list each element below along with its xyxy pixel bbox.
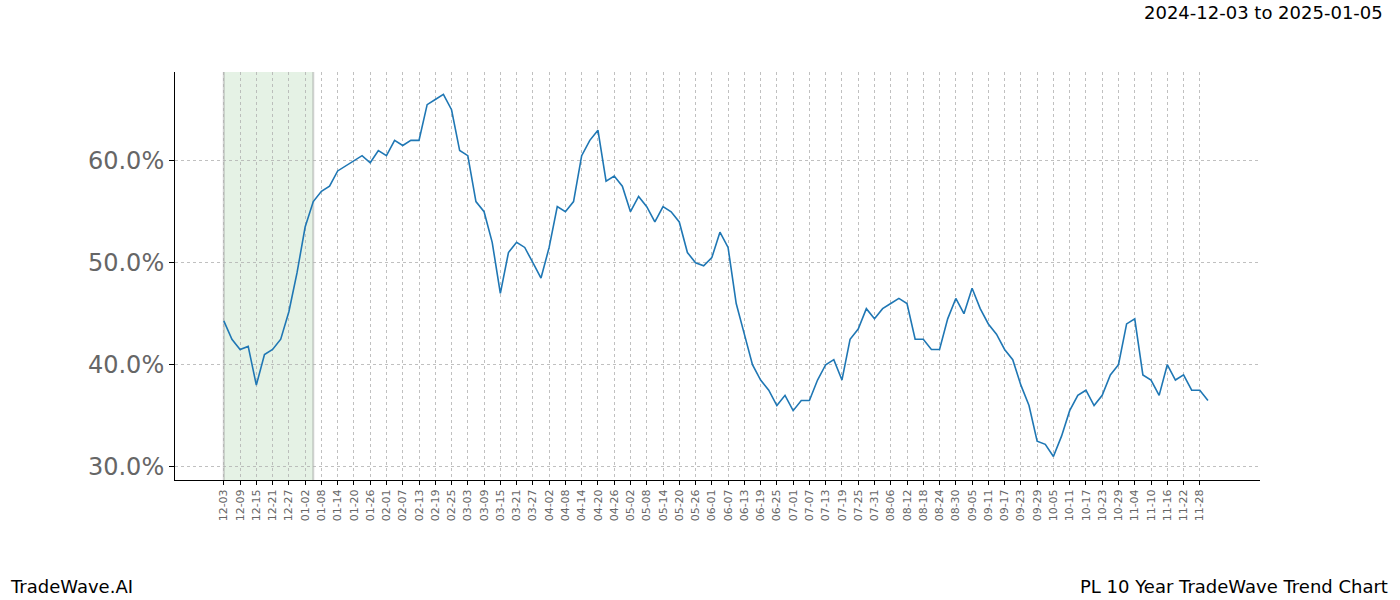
svg-text:02-25: 02-25	[445, 489, 458, 521]
svg-text:05-02: 05-02	[624, 489, 637, 521]
svg-text:10-29: 10-29	[1112, 489, 1125, 521]
svg-text:10-11: 10-11	[1063, 489, 1076, 521]
svg-text:04-08: 04-08	[559, 489, 572, 521]
svg-text:12-27: 12-27	[282, 489, 295, 521]
svg-text:11-10: 11-10	[1145, 489, 1158, 521]
svg-text:10-17: 10-17	[1080, 489, 1093, 521]
svg-text:03-21: 03-21	[510, 489, 523, 521]
svg-text:05-08: 05-08	[640, 489, 653, 521]
svg-text:08-30: 08-30	[949, 489, 962, 521]
svg-text:10-05: 10-05	[1047, 489, 1060, 521]
svg-text:04-26: 04-26	[608, 489, 621, 521]
svg-text:11-22: 11-22	[1177, 489, 1190, 521]
svg-text:04-20: 04-20	[592, 489, 605, 521]
svg-text:12-09: 12-09	[234, 489, 247, 521]
svg-text:12-03: 12-03	[217, 489, 230, 521]
svg-text:TradeWave.AI: TradeWave.AI	[10, 576, 133, 597]
svg-text:09-05: 09-05	[966, 489, 979, 521]
svg-text:40.0%: 40.0%	[88, 351, 164, 379]
svg-text:07-13: 07-13	[819, 489, 832, 521]
svg-text:09-29: 09-29	[1031, 489, 1044, 521]
svg-text:03-15: 03-15	[494, 489, 507, 521]
svg-text:09-17: 09-17	[998, 489, 1011, 521]
svg-text:02-07: 02-07	[396, 489, 409, 521]
svg-text:2024-12-03 to 2025-01-05: 2024-12-03 to 2025-01-05	[1144, 2, 1383, 23]
svg-text:08-12: 08-12	[901, 489, 914, 521]
svg-text:10-23: 10-23	[1096, 489, 1109, 521]
svg-text:06-01: 06-01	[705, 489, 718, 521]
svg-text:02-01: 02-01	[380, 489, 393, 521]
svg-text:07-19: 07-19	[836, 489, 849, 521]
svg-text:07-07: 07-07	[803, 489, 816, 521]
svg-text:03-27: 03-27	[526, 489, 539, 521]
svg-text:07-25: 07-25	[852, 489, 865, 521]
svg-text:09-11: 09-11	[982, 489, 995, 521]
svg-text:50.0%: 50.0%	[88, 249, 164, 277]
svg-text:08-06: 08-06	[884, 489, 897, 521]
svg-text:01-14: 01-14	[331, 489, 344, 521]
svg-text:30.0%: 30.0%	[88, 453, 164, 481]
svg-text:06-07: 06-07	[722, 489, 735, 521]
svg-text:05-14: 05-14	[657, 489, 670, 521]
svg-text:05-26: 05-26	[689, 489, 702, 521]
svg-text:01-26: 01-26	[364, 489, 377, 521]
svg-text:02-19: 02-19	[429, 489, 442, 521]
svg-text:06-13: 06-13	[738, 489, 751, 521]
svg-text:60.0%: 60.0%	[88, 147, 164, 175]
svg-text:02-13: 02-13	[413, 489, 426, 521]
svg-text:04-02: 04-02	[543, 489, 556, 521]
svg-text:09-23: 09-23	[1014, 489, 1027, 521]
svg-text:PL 10 Year TradeWave Trend Cha: PL 10 Year TradeWave Trend Chart	[1080, 576, 1388, 597]
svg-text:01-08: 01-08	[315, 489, 328, 521]
svg-text:12-15: 12-15	[250, 489, 263, 521]
svg-text:04-14: 04-14	[575, 489, 588, 521]
svg-text:07-31: 07-31	[868, 489, 881, 521]
svg-text:06-19: 06-19	[754, 489, 767, 521]
svg-text:06-25: 06-25	[770, 489, 783, 521]
svg-text:08-18: 08-18	[917, 489, 930, 521]
svg-text:01-20: 01-20	[348, 489, 361, 521]
svg-text:12-21: 12-21	[266, 489, 279, 521]
svg-text:03-09: 03-09	[478, 489, 491, 521]
svg-text:11-04: 11-04	[1128, 489, 1141, 521]
svg-text:11-16: 11-16	[1161, 489, 1174, 521]
svg-text:01-02: 01-02	[299, 489, 312, 521]
svg-text:07-01: 07-01	[787, 489, 800, 521]
svg-text:05-20: 05-20	[673, 489, 686, 521]
svg-text:03-03: 03-03	[461, 489, 474, 521]
svg-text:11-28: 11-28	[1193, 489, 1206, 521]
svg-text:08-24: 08-24	[933, 489, 946, 521]
